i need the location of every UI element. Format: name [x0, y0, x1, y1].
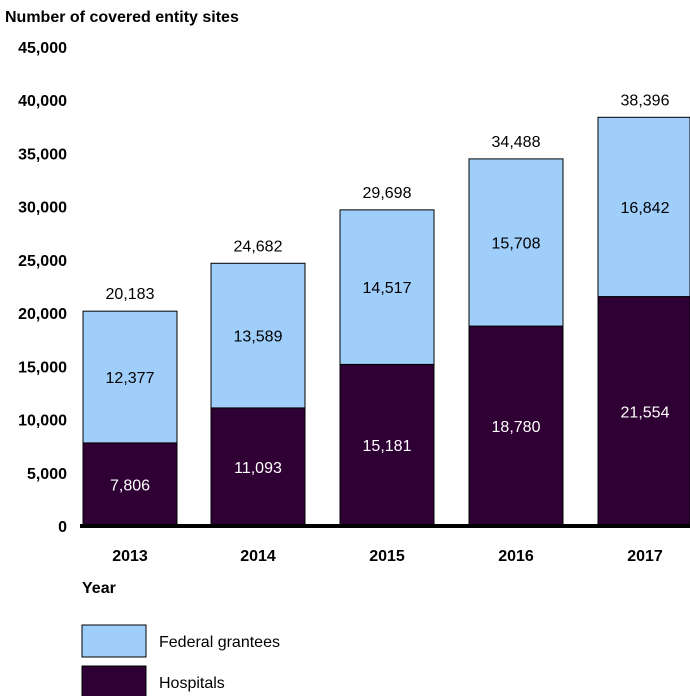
x-axis-ticks: 2013 2014 2015 2016 2017 — [112, 548, 663, 565]
data-labels: 7,806 12,377 20,183 11,093 13,589 24,682 15,18… — [106, 92, 670, 494]
data-label: 12,377 — [106, 370, 155, 387]
data-label: 14,517 — [363, 280, 412, 297]
data-label: 7,806 — [110, 477, 150, 494]
x-tick-label: 2016 — [498, 548, 534, 565]
legend-swatch-hospitals — [81, 665, 147, 696]
total-label: 34,488 — [492, 134, 541, 151]
bar-segment — [210, 262, 306, 409]
x-tick-label: 2015 — [369, 548, 405, 565]
data-label: 11,093 — [234, 460, 282, 477]
total-label: 24,682 — [234, 238, 283, 255]
bar-segment — [82, 310, 178, 444]
data-label: 15,708 — [492, 235, 541, 252]
y-tick-label: 45,000 — [18, 40, 67, 57]
bar-segment — [82, 442, 178, 527]
bar-segment — [468, 158, 564, 327]
y-tick-label: 15,000 — [18, 359, 67, 376]
bars — [82, 116, 690, 527]
x-axis-title: Year — [82, 580, 116, 597]
legend: Federal grantees Hospitals — [81, 624, 280, 696]
bar-segment — [339, 209, 435, 365]
bar-segment — [597, 296, 690, 527]
x-tick-label: 2013 — [112, 548, 148, 565]
data-label: 15,181 — [363, 438, 412, 455]
y-tick-label: 20,000 — [18, 306, 67, 323]
legend-label-hospitals: Hospitals — [159, 675, 225, 692]
total-label: 29,698 — [363, 185, 412, 202]
legend-swatch-federal-grantees — [81, 624, 147, 658]
data-label: 21,554 — [621, 404, 670, 421]
y-tick-label: 40,000 — [18, 93, 67, 110]
data-label: 18,780 — [492, 419, 541, 436]
y-tick-label: 35,000 — [18, 146, 67, 163]
legend-label-federal-grantees: Federal grantees — [159, 634, 280, 651]
y-axis-title: Number of covered entity sites — [5, 9, 239, 26]
y-tick-label: 25,000 — [18, 253, 67, 270]
x-tick-label: 2014 — [240, 548, 276, 565]
y-axis-ticks: 0 5,000 10,000 15,000 20,000 25,000 30,000 35,0… — [18, 40, 67, 536]
y-tick-label: 10,000 — [18, 413, 67, 430]
y-tick-label: 5,000 — [27, 466, 67, 483]
bar-segment — [597, 116, 690, 298]
bar-segment — [339, 363, 435, 527]
total-label: 38,396 — [621, 92, 670, 109]
y-tick-label: 30,000 — [18, 200, 67, 217]
data-label: 13,589 — [234, 329, 283, 346]
data-label: 16,842 — [621, 200, 670, 217]
total-label: 20,183 — [106, 286, 155, 303]
y-tick-label: 0 — [58, 519, 67, 536]
x-tick-label: 2017 — [627, 548, 663, 565]
